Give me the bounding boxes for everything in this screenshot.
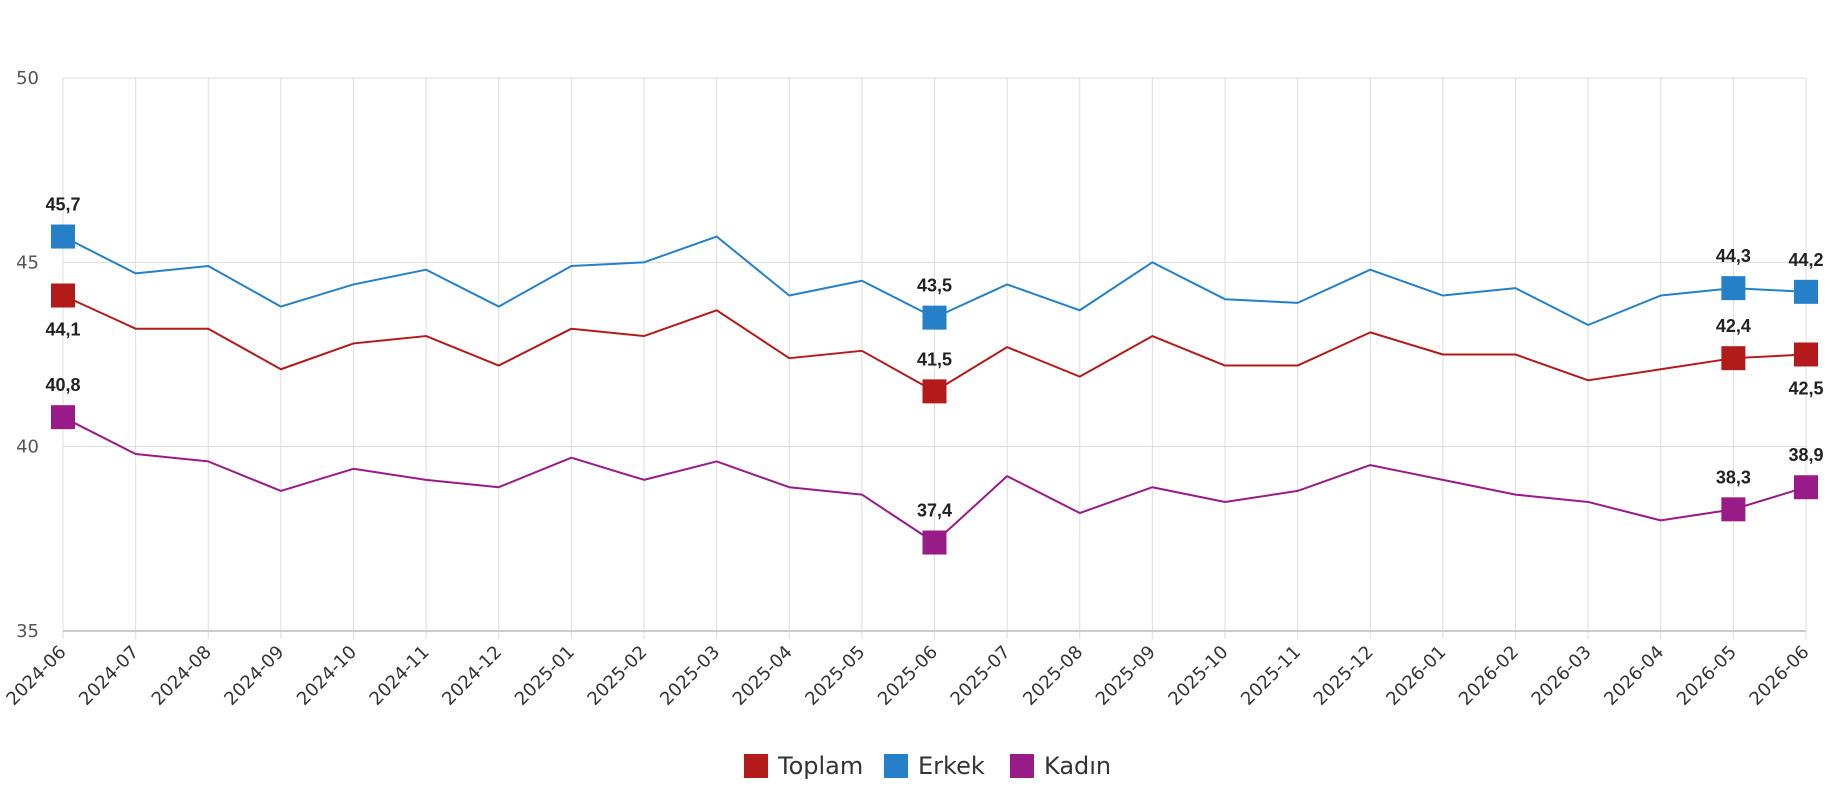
x-tick-label: 2025-02 — [583, 642, 651, 710]
x-tick-label: 2024-12 — [438, 642, 506, 710]
data-marker-erkek — [1794, 279, 1818, 304]
data-label-toplam: 42,5 — [1788, 379, 1823, 399]
data-label-toplam: 41,5 — [917, 349, 952, 369]
data-label-kad-n: 37,4 — [917, 501, 952, 521]
data-label-erkek: 44,3 — [1716, 246, 1751, 266]
legend-label-toplam[interactable]: Toplam — [777, 752, 863, 780]
legend[interactable]: Toplam Erkek Kadın — [744, 752, 1111, 780]
data-labels: 44,1 41,5 42,4 42,5 45,7 43,5 44,3 44,2 40,8 37,4… — [45, 195, 1823, 521]
x-tick-label: 2025-07 — [947, 642, 1015, 710]
y-tick-label: 50 — [16, 68, 39, 89]
data-label-kad-n: 40,8 — [45, 375, 80, 395]
x-tick-label: 2025-04 — [729, 642, 797, 710]
x-tick-label: 2025-12 — [1310, 642, 1378, 710]
x-tick-label: 2025-01 — [511, 642, 579, 710]
x-tick-label: 2026-06 — [1745, 642, 1813, 710]
y-tick-label: 40 — [16, 437, 39, 458]
x-tick-label: 2025-08 — [1019, 642, 1087, 710]
legend-label-erkek[interactable]: Erkek — [918, 752, 985, 780]
data-marker-toplam — [51, 283, 75, 308]
x-tick-label: 2024-11 — [366, 642, 434, 710]
x-tick-label: 2025-03 — [656, 642, 724, 710]
x-tick-label: 2024-08 — [148, 642, 216, 710]
data-label-erkek: 44,2 — [1788, 250, 1823, 270]
legend-swatch-kad-n[interactable] — [1010, 754, 1034, 778]
data-label-kad-n: 38,3 — [1716, 467, 1751, 487]
y-tick-label: 45 — [16, 252, 39, 273]
x-tick-label: 2026-03 — [1528, 642, 1596, 710]
x-tick-label: 2024-07 — [75, 642, 143, 710]
x-tick-label: 2026-01 — [1382, 642, 1450, 710]
data-label-toplam: 42,4 — [1716, 316, 1751, 336]
x-tick-label: 2025-11 — [1237, 642, 1305, 710]
x-tick-label: 2025-09 — [1092, 642, 1160, 710]
x-tick-label: 2024-10 — [293, 642, 361, 710]
x-tick-label: 2025-10 — [1164, 642, 1232, 710]
data-label-erkek: 43,5 — [917, 276, 952, 296]
data-label-erkek: 45,7 — [45, 195, 80, 215]
x-tick-label: 2024-09 — [220, 642, 288, 710]
data-marker-kad-n — [1721, 497, 1746, 522]
data-marker-erkek — [51, 224, 75, 249]
data-label-toplam: 44,1 — [45, 320, 80, 340]
legend-swatch-erkek[interactable] — [884, 754, 908, 778]
x-tick-label: 2024-06 — [2, 642, 70, 710]
x-tick-label: 2026-04 — [1600, 642, 1668, 710]
data-label-kad-n: 38,9 — [1788, 445, 1823, 465]
data-marker-toplam — [1721, 346, 1746, 371]
x-tick-label: 2026-02 — [1455, 642, 1523, 710]
data-marker-toplam — [1794, 342, 1818, 367]
series-markers — [51, 224, 1818, 555]
data-marker-kad-n — [51, 405, 75, 430]
data-marker-erkek — [1721, 276, 1746, 301]
x-axis: 2024-06 2024-07 2024-08 2024-09 2024-10 2024-… — [2, 642, 1813, 710]
data-marker-toplam — [922, 379, 947, 404]
data-marker-kad-n — [1794, 475, 1818, 500]
legend-label-kad-n[interactable]: Kadın — [1044, 752, 1111, 780]
y-tick-label: 35 — [16, 621, 39, 642]
x-tick-label: 2026-05 — [1673, 642, 1741, 710]
y-axis: 35 40 45 50 — [16, 68, 39, 642]
legend-swatch-toplam[interactable] — [744, 754, 768, 778]
x-tick-label: 2025-06 — [874, 642, 942, 710]
data-marker-kad-n — [922, 530, 947, 555]
x-tick-label: 2025-05 — [801, 642, 869, 710]
data-marker-erkek — [922, 305, 947, 330]
